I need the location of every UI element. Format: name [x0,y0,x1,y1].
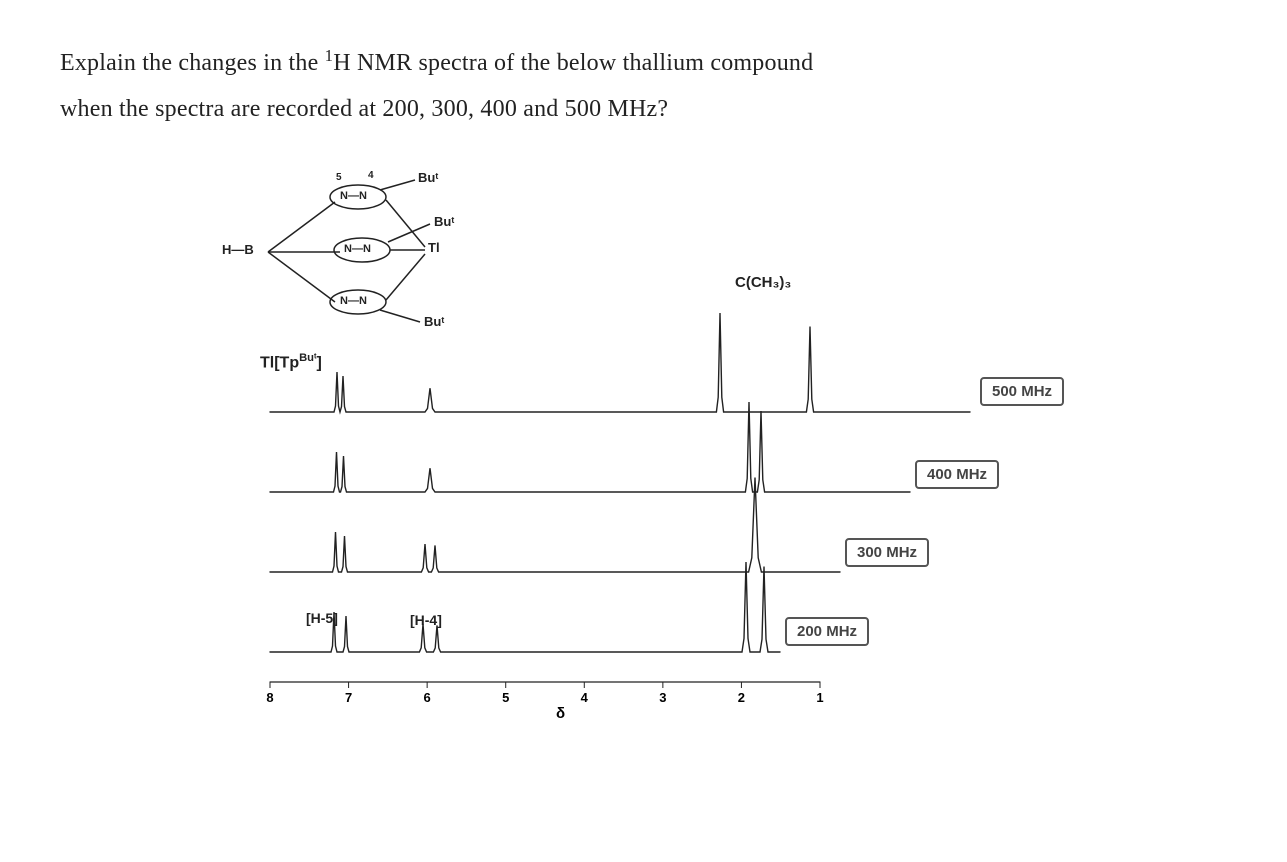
svg-text:3: 3 [659,690,666,705]
question-line1: Explain the changes in the [60,50,325,76]
question-text: Explain the changes in the 1H NMR spectr… [60,40,1227,132]
but-mid: Buᵗ [434,214,454,229]
but-top: Buᵗ [418,170,438,185]
question-h1-rest: H NMR spectra of the below thallium comp… [333,50,813,76]
svg-text:6: 6 [424,690,431,705]
spectra-stack: 8 7 6 5 4 3 2 1 δ [220,312,1120,722]
svg-text:2: 2 [738,690,745,705]
figure-area: H—B N—N N—N N—N Buᵗ Buᵗ Buᵗ Tl 5 4 Tl[Tp… [180,162,1180,722]
cch3-label: C(CH₃)₃ [735,274,791,291]
freq-label-300MHz: 300 MHz [845,538,929,567]
svg-text:1: 1 [816,690,823,705]
pos4: 4 [368,170,374,181]
svg-text:7: 7 [345,690,352,705]
nn-top: N—N [340,190,367,202]
svg-text:8: 8 [266,690,273,705]
svg-text:5: 5 [502,690,509,705]
pos5: 5 [336,172,342,183]
nn-bot: N—N [340,295,367,307]
hb-label: H—B [222,242,254,257]
question-line2: when the spectra are recorded at 200, 30… [60,96,668,122]
freq-label-400MHz: 400 MHz [915,460,999,489]
spectra-svg: 8 7 6 5 4 3 2 1 δ [220,312,1120,722]
svg-text:δ: δ [556,705,565,722]
svg-text:4: 4 [581,690,589,705]
tl-label: Tl [428,240,440,255]
nn-mid: N—N [344,243,371,255]
freq-label-200MHz: 200 MHz [785,617,869,646]
h1-sup: 1 [325,46,334,65]
freq-label-500MHz: 500 MHz [980,377,1064,406]
